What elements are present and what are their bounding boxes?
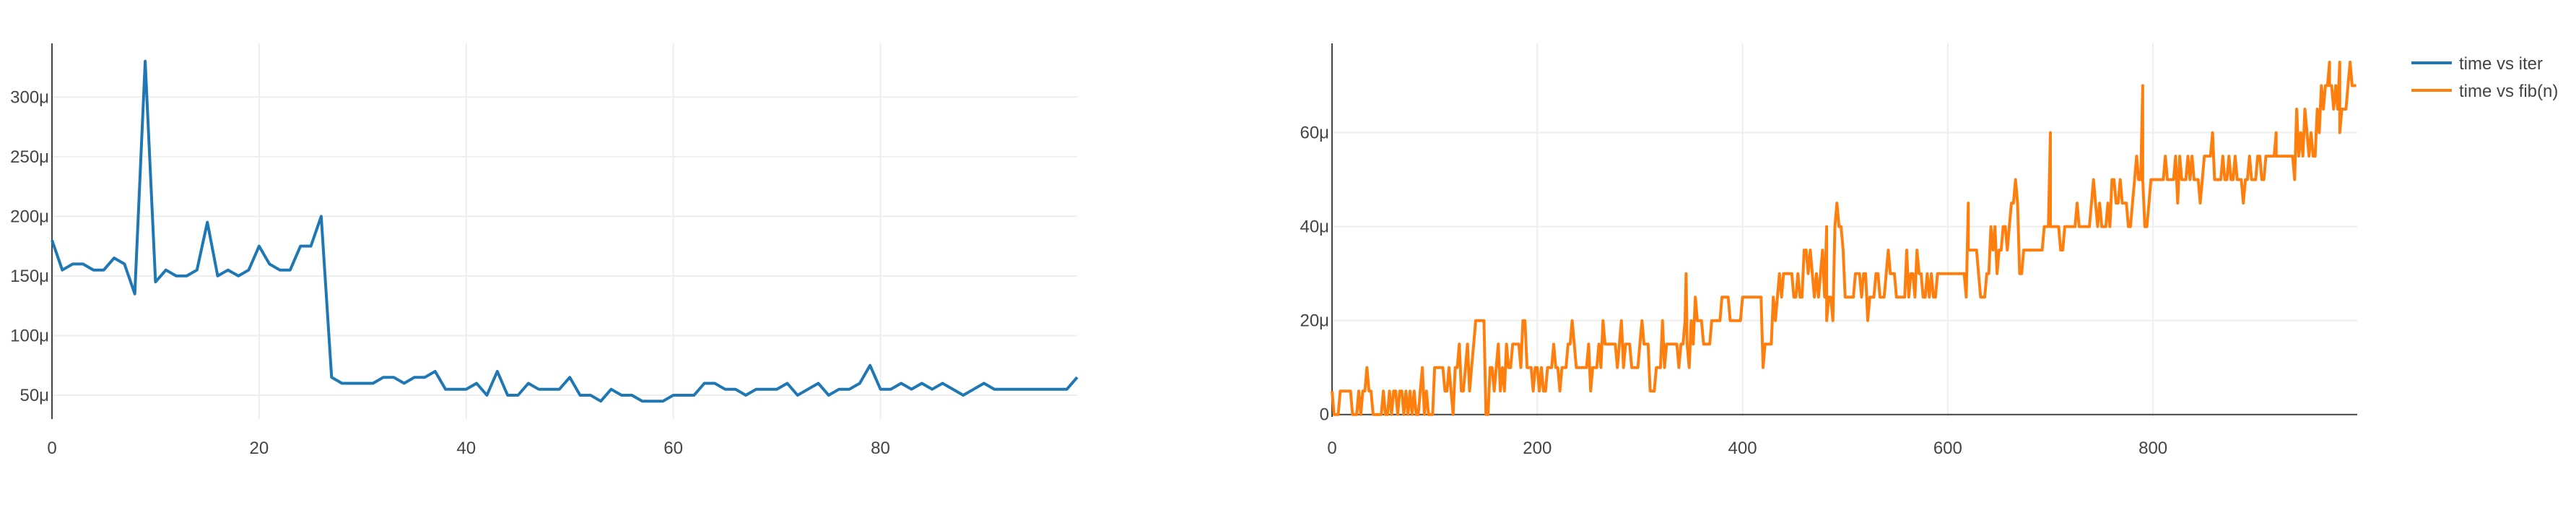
y-tick-label: 150μ [10, 267, 49, 286]
chart-time-vs-iter: 0 20 40 60 80 50μ 100μ 150μ 200μ 250μ 300μ [10, 43, 1079, 458]
y-tick-label: 200μ [10, 207, 49, 226]
x-tick-label: 400 [1728, 439, 1757, 458]
series-line[interactable] [51, 59, 1079, 403]
y-tick-label: 40μ [1300, 217, 1329, 237]
y-tick-label: 50μ [19, 386, 49, 405]
y-tick-label: 60μ [1300, 124, 1329, 143]
x-tick-label: 0 [1327, 439, 1336, 458]
legend-label-time-vs-fib: time vs fib(n) [2459, 82, 2558, 101]
legend-label-time-vs-iter: time vs iter [2459, 54, 2543, 74]
legend: time vs iter time vs fib(n) [2411, 54, 2558, 101]
y-tick-label: 300μ [10, 87, 49, 107]
chart-time-vs-fib: 0 200 400 600 800 0 20μ 40μ 60μ [1300, 43, 2357, 458]
x-tick-label: 0 [47, 439, 56, 458]
series-line[interactable] [1331, 61, 2357, 416]
x-tick-label: 200 [1523, 439, 1552, 458]
legend-item-time-vs-iter[interactable]: time vs iter [2411, 54, 2543, 74]
x-tick-label: 20 [250, 439, 269, 458]
x-tick-label: 80 [871, 439, 890, 458]
legend-item-time-vs-fib[interactable]: time vs fib(n) [2411, 82, 2558, 101]
y-tick-label: 20μ [1300, 311, 1329, 331]
x-tick-label: 60 [663, 439, 683, 458]
y-tick-label: 100μ [10, 326, 49, 345]
x-tick-label: 600 [1933, 439, 1962, 458]
x-tick-label: 40 [456, 439, 476, 458]
y-tick-label: 250μ [10, 147, 49, 167]
x-tick-label: 800 [2138, 439, 2167, 458]
y-tick-label: 0 [1320, 405, 1329, 425]
